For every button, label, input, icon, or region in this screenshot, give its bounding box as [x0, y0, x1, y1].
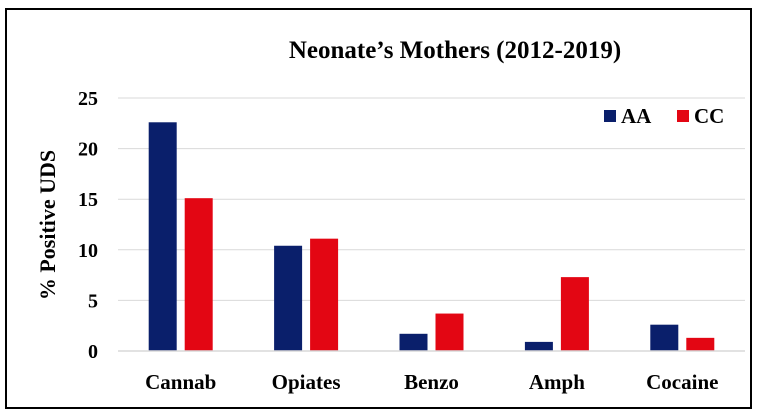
y-tick-label: 20: [78, 139, 98, 161]
bar-aa-cannab: [148, 122, 177, 352]
y-axis-label: % Positive UDS: [35, 150, 60, 300]
bars: [148, 122, 715, 352]
x-tick-label: Benzo: [404, 370, 459, 394]
x-tick-label: Cannab: [145, 370, 216, 394]
axes: 0 5 10 15 20 25 Cannab Opiates Benzo Amph Cocaine: [78, 88, 745, 394]
y-tick-label: 15: [78, 189, 98, 211]
bar-aa-benzo: [399, 333, 428, 351]
y-tick-label: 5: [88, 290, 98, 312]
y-tick-label: 10: [78, 240, 98, 262]
bar-cc-benzo: [435, 313, 464, 351]
legend-label-cc: CC: [694, 104, 724, 128]
bar-aa-opiates: [274, 245, 303, 351]
y-tick-label: 25: [78, 88, 98, 110]
bar-cc-cannab: [184, 198, 213, 351]
chart-title: Neonate’s Mothers (2012-2019): [289, 37, 621, 64]
legend-label-aa: AA: [621, 104, 652, 128]
legend-swatch-aa: [604, 110, 616, 122]
x-tick-label: Cocaine: [646, 370, 718, 394]
x-tick-label: Opiates: [272, 370, 341, 394]
bar-aa-cocaine: [650, 324, 679, 351]
bar-cc-opiates: [310, 238, 339, 351]
legend-swatch-cc: [677, 110, 689, 122]
x-tick-label: Amph: [529, 370, 585, 394]
gridlines: [118, 97, 745, 301]
bar-cc-cocaine: [686, 337, 715, 351]
bar-aa-amph: [524, 341, 553, 351]
chart-frame: [5, 8, 752, 409]
y-tick-label: 0: [88, 341, 98, 363]
legend: AA CC: [604, 104, 724, 128]
bar-cc-amph: [560, 277, 589, 351]
